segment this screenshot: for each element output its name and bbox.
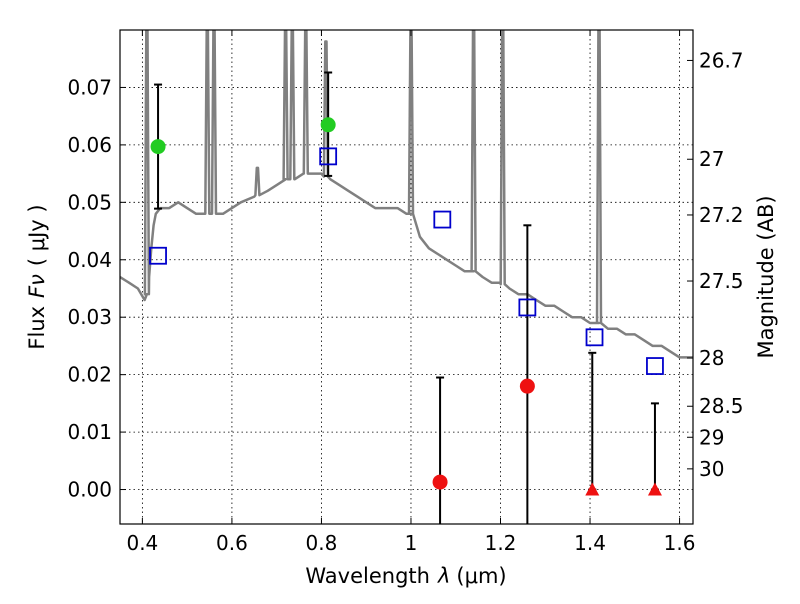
right-axis-label: Magnitude (AB) xyxy=(754,195,778,358)
right-tick-label: 29 xyxy=(699,425,724,449)
right-tick-label: 28 xyxy=(699,346,724,370)
right-tick-label: 27.5 xyxy=(699,269,744,293)
x-tick-label: 0.6 xyxy=(216,531,248,555)
right-tick-label: 26.7 xyxy=(699,48,744,72)
model-point xyxy=(319,147,338,166)
right-tick-label: 27.2 xyxy=(699,203,744,227)
x-tick-label: 1.4 xyxy=(574,531,606,555)
x-axis-label-unit: (μm) xyxy=(456,564,506,588)
nondetection-errorbar xyxy=(523,224,532,524)
nondetection-point xyxy=(519,378,535,394)
x-tick-label: 1 xyxy=(405,531,418,555)
y-axis-label-text: Flux xyxy=(25,306,49,350)
model-point xyxy=(518,298,537,317)
upper-limit-point xyxy=(585,482,600,496)
x-tick-label: 1.2 xyxy=(485,531,517,555)
model-point xyxy=(585,328,604,347)
detection-point xyxy=(150,139,166,155)
x-tick-label: 0.4 xyxy=(126,531,158,555)
model-point xyxy=(646,357,664,375)
y-tick-label: 0.07 xyxy=(67,75,112,99)
plot-area xyxy=(120,30,693,524)
x-axis-label: Wavelength λ (μm) xyxy=(305,564,506,588)
axis-ticks: 0.4 0.6 0.8 1 1.2 1.4 1.6 0.00 0.01 0.02 0.03 0.04 0… xyxy=(67,30,744,555)
right-tick-label: 30 xyxy=(699,457,724,481)
y-tick-label: 0.05 xyxy=(67,190,112,214)
y-tick-label: 0.06 xyxy=(67,133,112,157)
y-axis-label-unit: ( μJy ) xyxy=(25,204,49,266)
y-tick-label: 0.04 xyxy=(67,248,112,272)
y-tick-label: 0.02 xyxy=(67,363,112,387)
x-axis-label-text: Wavelength xyxy=(305,564,430,588)
x-tick-label: 1.6 xyxy=(664,531,696,555)
y-axis-label-symbol: Fν xyxy=(25,274,49,298)
y-tick-label: 0.01 xyxy=(67,420,112,444)
y-axis-label: Flux Fν ( μJy ) xyxy=(25,204,49,349)
x-tick-label: 0.8 xyxy=(306,531,338,555)
model-point xyxy=(149,246,167,265)
y-tick-label: 0.03 xyxy=(67,305,112,329)
plot-frame xyxy=(119,29,694,525)
detection-point xyxy=(320,117,336,133)
x-axis-label-symbol: λ xyxy=(437,564,450,588)
nondetection-errorbar xyxy=(436,376,445,524)
upper-limit-point xyxy=(647,482,662,496)
right-tick-label: 27 xyxy=(699,147,724,171)
model-point xyxy=(433,210,452,229)
right-tick-label: 28.5 xyxy=(699,394,744,418)
y-tick-label: 0.00 xyxy=(67,478,112,502)
nondetection-point xyxy=(432,474,448,490)
